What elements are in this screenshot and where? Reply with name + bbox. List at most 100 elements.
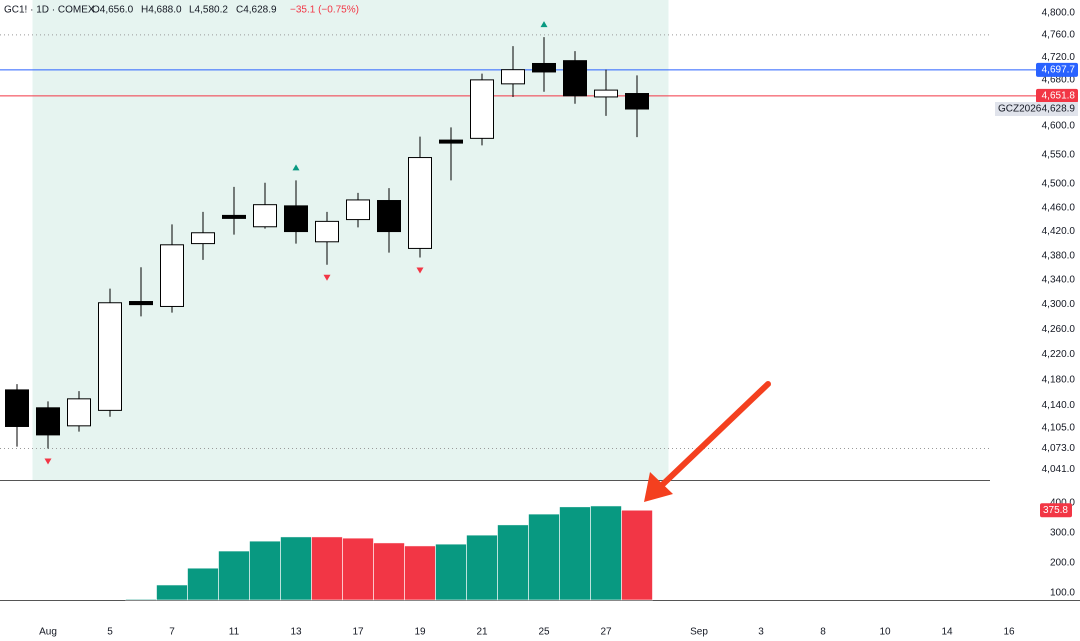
price-label-box [1036, 88, 1078, 103]
candle-body [346, 199, 370, 221]
x-tick-label: 8 [820, 627, 826, 638]
bar [404, 545, 436, 601]
y-tick-label: 4,460.0 [1042, 202, 1076, 213]
bar [249, 540, 281, 601]
y-tick-label: 4,680.0 [1042, 75, 1076, 86]
arrow-head [644, 472, 673, 502]
x-tick-label: 13 [290, 627, 302, 638]
ohlc-close: C4,628.9 [236, 5, 277, 16]
bar [125, 598, 157, 601]
x-tick-label: 10 [879, 627, 891, 638]
signal-down [44, 458, 52, 465]
last-price-label: 4,628.9 [1042, 104, 1076, 115]
x-tick-label: 7 [169, 627, 175, 638]
y-tick-label: 4,041.0 [1042, 464, 1076, 475]
candle-body [532, 62, 556, 73]
last-price-box [995, 102, 1078, 117]
arrow-shaft [657, 381, 771, 490]
bar [435, 543, 467, 601]
y-tick-label: 4,260.0 [1042, 324, 1076, 335]
candle-body [501, 69, 525, 85]
price-label: 4,651.8 [1042, 91, 1076, 102]
y-tick-label: 4,140.0 [1042, 400, 1076, 411]
ohlc-low: L4,580.2 [189, 5, 228, 16]
x-tick-label: 3 [758, 627, 764, 638]
bar [280, 536, 312, 601]
x-tick-label: 17 [352, 627, 364, 638]
signal-down [416, 267, 424, 274]
signal-up [292, 164, 300, 171]
y-tick-label: 4,600.0 [1042, 120, 1076, 131]
candle-body [129, 301, 153, 306]
y-tick-label: 400.0 [1050, 498, 1075, 509]
y-tick-label: 4,340.0 [1042, 275, 1076, 286]
y-tick-label: 4,380.0 [1042, 250, 1076, 261]
bar [187, 567, 219, 601]
y-tick-label: 4,300.0 [1042, 299, 1076, 310]
bar [156, 584, 188, 601]
y-tick-label: 100.0 [1050, 588, 1075, 599]
change: −35.1 (−0.75%) [290, 5, 359, 16]
signal-down [323, 274, 331, 281]
session-highlight [32, 0, 669, 480]
bar [590, 505, 622, 601]
bar [311, 536, 343, 601]
y-tick-label: 4,073.0 [1042, 443, 1076, 454]
y-tick-label: 4,800.0 [1042, 7, 1076, 18]
price-label-box [1036, 62, 1078, 77]
candle-body [160, 244, 184, 307]
candle-body [625, 93, 649, 110]
x-tick-label: 19 [414, 627, 426, 638]
candle-body [439, 139, 463, 144]
y-tick-label: 4,550.0 [1042, 149, 1076, 160]
y-tick-label: 4,180.0 [1042, 374, 1076, 385]
y-tick-label: 300.0 [1050, 528, 1075, 539]
bar [218, 550, 250, 601]
bar [621, 509, 653, 601]
candle-body [377, 200, 401, 233]
candle-body [284, 205, 308, 233]
candle-body [253, 204, 277, 228]
candle-body [5, 389, 29, 427]
last-value-box [1040, 503, 1072, 518]
x-tick-label: 27 [600, 627, 612, 638]
y-tick-label: 4,105.0 [1042, 422, 1076, 433]
y-tick-label: 200.0 [1050, 558, 1075, 569]
candle-body [67, 398, 91, 427]
candle-body [563, 60, 587, 97]
bar [559, 506, 591, 601]
candle-body [222, 214, 246, 219]
y-tick-label: 4,760.0 [1042, 30, 1076, 41]
candle-body [594, 89, 618, 98]
bar [497, 524, 529, 601]
background [32, 0, 669, 480]
ohlc-high: H4,688.0 [141, 5, 182, 16]
signal-up [540, 21, 548, 28]
bar [373, 542, 405, 601]
symbol: GC1! · 1D · COMEX [4, 5, 95, 16]
x-tick-label: 14 [941, 627, 953, 638]
x-tick-label: 16 [1003, 627, 1015, 638]
x-tick-label: 21 [476, 627, 488, 638]
last-price-name: GCZ2026 [998, 104, 1042, 115]
candle-body [191, 232, 215, 245]
bar [528, 513, 560, 601]
candle-body [98, 302, 122, 411]
x-tick-label: 5 [107, 627, 113, 638]
last-value-label: 375.8 [1043, 505, 1068, 516]
x-tick-label: Aug [39, 627, 57, 638]
candle-body [470, 79, 494, 139]
annotation-arrow [644, 381, 771, 502]
candle-body [36, 407, 60, 436]
y-tick-label: 4,420.0 [1042, 226, 1076, 237]
bar [466, 534, 498, 601]
x-tick-label: 25 [538, 627, 550, 638]
bar [342, 537, 374, 601]
y-tick-label: 4,500.0 [1042, 179, 1076, 190]
x-tick-label: 11 [229, 627, 240, 638]
candle-body [315, 220, 339, 243]
ohlc-open: O4,656.0 [92, 5, 134, 16]
y-tick-label: 4,220.0 [1042, 349, 1076, 360]
candle-body [408, 157, 432, 249]
